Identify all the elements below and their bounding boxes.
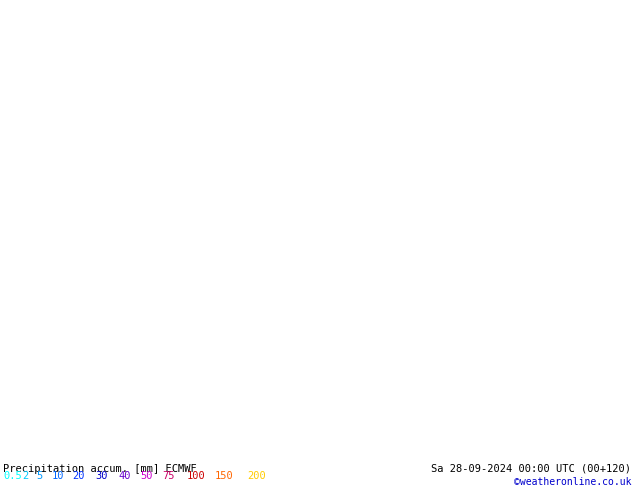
Text: 2: 2 — [22, 471, 29, 481]
Text: 10: 10 — [52, 471, 65, 481]
Text: 100: 100 — [187, 471, 206, 481]
Text: ©weatheronline.co.uk: ©weatheronline.co.uk — [514, 477, 631, 487]
Text: Sa 28-09-2024 00:00 UTC (00+120): Sa 28-09-2024 00:00 UTC (00+120) — [431, 464, 631, 474]
Text: 0.5: 0.5 — [3, 471, 22, 481]
Text: Precipitation accum. [mm] ECMWF: Precipitation accum. [mm] ECMWF — [3, 464, 197, 474]
Text: 150: 150 — [215, 471, 234, 481]
Text: 5: 5 — [36, 471, 42, 481]
Text: 30: 30 — [95, 471, 108, 481]
Text: 50: 50 — [140, 471, 153, 481]
Text: 40: 40 — [118, 471, 131, 481]
Text: 75: 75 — [162, 471, 174, 481]
Text: 20: 20 — [72, 471, 84, 481]
Text: 200: 200 — [247, 471, 266, 481]
